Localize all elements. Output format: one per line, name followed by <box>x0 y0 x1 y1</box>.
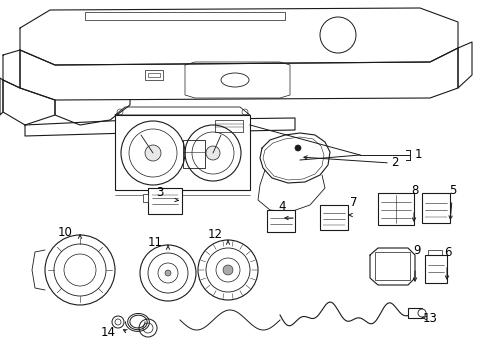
Bar <box>319 205 347 230</box>
Text: 6: 6 <box>443 246 451 258</box>
Polygon shape <box>3 80 55 125</box>
Polygon shape <box>369 248 414 285</box>
Text: 5: 5 <box>448 184 456 197</box>
Text: 3: 3 <box>156 186 163 199</box>
Text: 7: 7 <box>349 195 357 208</box>
Bar <box>145 70 163 80</box>
Bar <box>424 255 446 283</box>
Circle shape <box>294 145 301 151</box>
Bar <box>85 12 285 20</box>
Polygon shape <box>0 78 3 115</box>
Polygon shape <box>25 118 294 136</box>
Text: 2: 2 <box>390 157 398 170</box>
Text: 13: 13 <box>422 311 437 324</box>
Circle shape <box>205 146 220 160</box>
Bar <box>215 120 243 132</box>
Circle shape <box>417 309 425 317</box>
Ellipse shape <box>221 73 248 87</box>
Polygon shape <box>20 8 457 65</box>
Text: 9: 9 <box>412 243 420 256</box>
Bar <box>374 252 409 280</box>
Bar <box>142 194 148 202</box>
Text: 11: 11 <box>147 235 162 248</box>
Bar <box>183 140 204 168</box>
Text: 1: 1 <box>413 148 421 162</box>
Bar <box>427 250 441 255</box>
Text: 4: 4 <box>278 201 285 213</box>
Bar <box>115 115 249 190</box>
Polygon shape <box>55 100 130 125</box>
Circle shape <box>164 270 171 276</box>
Bar <box>148 188 182 214</box>
Circle shape <box>145 145 161 161</box>
Polygon shape <box>3 50 20 88</box>
Polygon shape <box>457 42 471 88</box>
Polygon shape <box>260 133 329 183</box>
Bar <box>377 193 413 225</box>
Bar <box>407 308 421 318</box>
Text: 12: 12 <box>207 229 222 242</box>
Text: 14: 14 <box>101 327 115 339</box>
Polygon shape <box>20 48 457 100</box>
Circle shape <box>223 265 232 275</box>
Text: 8: 8 <box>410 184 418 197</box>
Text: 10: 10 <box>58 225 72 238</box>
Bar <box>421 193 449 223</box>
Bar <box>148 73 160 77</box>
Bar <box>266 210 294 232</box>
Circle shape <box>112 316 124 328</box>
